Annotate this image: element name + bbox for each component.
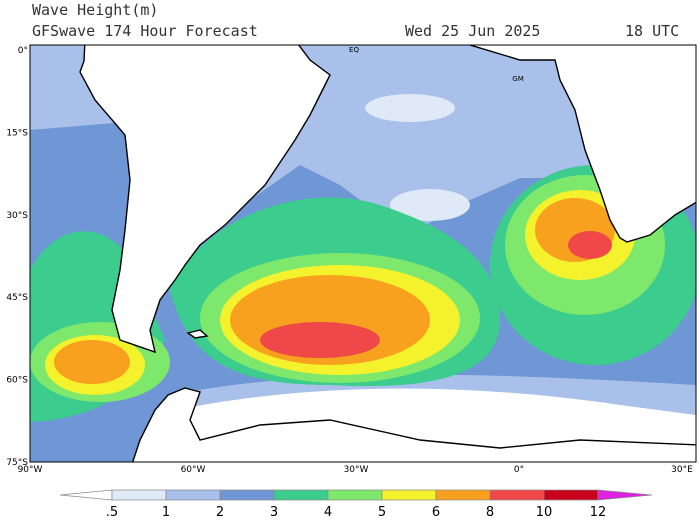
- lon-label: 30°E: [671, 465, 693, 475]
- colorbar-label: 1: [162, 505, 170, 520]
- axes: 0° 15°S 30°S 45°S 60°S 75°S90°W 60°W 30°W 0° 30°E: [6, 46, 693, 475]
- date: Wed 25 Jun 2025: [405, 22, 540, 40]
- colorbar-label: .5: [106, 505, 118, 520]
- lat-label: 45°S: [6, 293, 28, 303]
- lon-label: 60°W: [181, 465, 206, 475]
- colorbar-box: [489, 489, 545, 501]
- colorbar-box: [219, 489, 275, 501]
- colorbar-label: 6: [432, 505, 440, 520]
- wave-zone: [568, 231, 612, 259]
- colorbar-box: [111, 489, 167, 501]
- time: 18 UTC: [625, 22, 679, 40]
- lat-label: 15°S: [6, 128, 28, 138]
- colorbar-box: [543, 489, 599, 501]
- lon-label: 90°W: [18, 465, 43, 475]
- lat-label: 75°S: [6, 458, 28, 468]
- colorbar: .5 1 2 3 4 5 6 8 10 12: [59, 489, 653, 520]
- colorbar-box: [327, 489, 383, 501]
- africa: [469, 45, 696, 243]
- map-frame: [29, 44, 697, 463]
- lat-label: 60°S: [6, 376, 28, 386]
- antarctica: [131, 387, 696, 462]
- lon-label: 0°: [514, 465, 524, 475]
- colorbar-label: 12: [590, 505, 607, 520]
- colorbar-box: [165, 489, 221, 501]
- wave-zone: [260, 322, 380, 358]
- colorbar-end: [59, 489, 113, 501]
- wave-zone: [54, 340, 130, 384]
- map: EQ GM: [30, 45, 696, 462]
- colorbar-label: 4: [324, 505, 332, 520]
- colorbar-end: [597, 489, 653, 501]
- colorbar-label: 2: [216, 505, 224, 520]
- map-label: EQ: [349, 46, 359, 54]
- title: Wave Height(m): [32, 1, 158, 19]
- colorbar-box: [435, 489, 491, 501]
- colorbar-box: [273, 489, 329, 501]
- colorbar-label: 8: [486, 505, 494, 520]
- colorbar-label: 5: [378, 505, 386, 520]
- falklands: [186, 329, 209, 339]
- lon-label: 30°W: [344, 465, 369, 475]
- lat-label: 30°S: [6, 211, 28, 221]
- wave-zone: [365, 94, 455, 122]
- colorbar-label: 10: [536, 505, 553, 520]
- lat-label: 0°: [18, 46, 28, 56]
- south-america: [79, 45, 331, 354]
- wave-zone: [390, 189, 470, 221]
- subtitle: GFSwave 174 Hour Forecast: [32, 22, 258, 40]
- map-label: GM: [512, 75, 523, 83]
- colorbar-box: [381, 489, 437, 501]
- colorbar-label: 3: [270, 505, 278, 520]
